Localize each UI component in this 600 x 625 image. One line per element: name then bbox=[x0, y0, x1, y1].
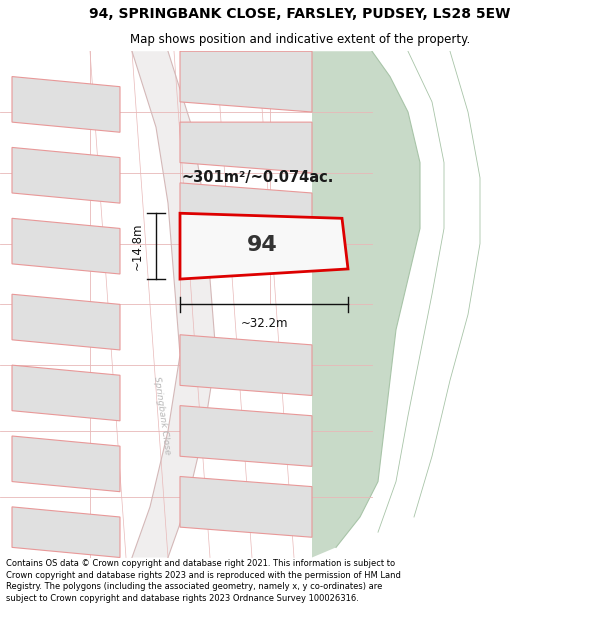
Polygon shape bbox=[180, 406, 312, 466]
Polygon shape bbox=[12, 76, 120, 132]
Polygon shape bbox=[180, 122, 312, 172]
Polygon shape bbox=[180, 183, 312, 244]
Text: 94: 94 bbox=[247, 235, 278, 255]
Text: 94, SPRINGBANK CLOSE, FARSLEY, PUDSEY, LS28 5EW: 94, SPRINGBANK CLOSE, FARSLEY, PUDSEY, L… bbox=[89, 8, 511, 21]
Polygon shape bbox=[12, 294, 120, 350]
Text: Contains OS data © Crown copyright and database right 2021. This information is : Contains OS data © Crown copyright and d… bbox=[6, 559, 401, 603]
Polygon shape bbox=[180, 51, 312, 112]
Polygon shape bbox=[12, 436, 120, 492]
Text: ~32.2m: ~32.2m bbox=[240, 317, 288, 330]
Polygon shape bbox=[180, 213, 348, 279]
Polygon shape bbox=[12, 148, 120, 203]
Polygon shape bbox=[12, 507, 120, 558]
Polygon shape bbox=[180, 476, 312, 538]
Text: Map shows position and indicative extent of the property.: Map shows position and indicative extent… bbox=[130, 34, 470, 46]
Polygon shape bbox=[132, 51, 216, 558]
Polygon shape bbox=[312, 51, 420, 558]
Polygon shape bbox=[12, 365, 120, 421]
Text: ~14.8m: ~14.8m bbox=[131, 222, 144, 270]
Polygon shape bbox=[12, 218, 120, 274]
Text: Springbank Close: Springbank Close bbox=[152, 376, 172, 456]
Polygon shape bbox=[180, 335, 312, 396]
Text: ~301m²/~0.074ac.: ~301m²/~0.074ac. bbox=[182, 170, 334, 185]
